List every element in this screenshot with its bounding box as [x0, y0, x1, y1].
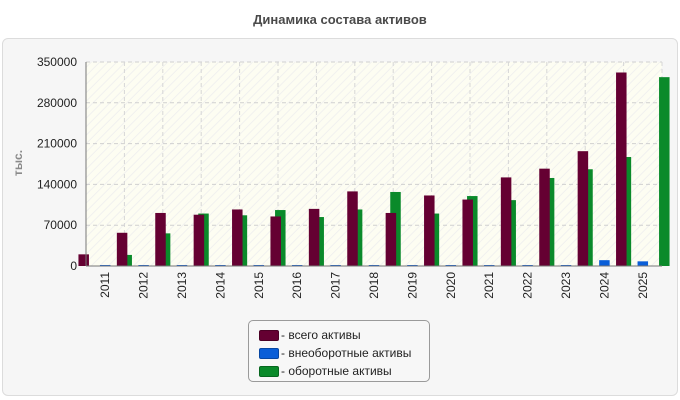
bar-noncurrent-2025 — [637, 261, 649, 266]
x-tick-label: 2012 — [137, 272, 151, 299]
legend-item: - всего активы — [259, 326, 429, 344]
bar-total-2020 — [424, 195, 435, 266]
x-tick-label: 2024 — [597, 272, 611, 299]
x-tick-label: 2017 — [329, 272, 343, 299]
x-tick-label: 2013 — [175, 272, 189, 299]
bar-total-2013 — [155, 212, 166, 266]
legend: - всего активы - внеоборотные активы - обо… — [248, 320, 430, 382]
bar-total-2019 — [385, 212, 397, 266]
bar-total-2018 — [347, 191, 358, 266]
x-tick-label: 2011 — [98, 272, 112, 298]
x-tick-label: 2016 — [290, 272, 304, 299]
legend-label: - оборотные активы — [281, 364, 392, 378]
legend-label: - внеоборотные активы — [281, 346, 412, 360]
x-tick-label: 2019 — [405, 272, 419, 299]
y-tick-label: 350000 — [37, 55, 77, 69]
y-tick-labels: 0 70000 140000 210000 280000 350000 — [37, 55, 77, 273]
bar-total-2017 — [308, 208, 320, 266]
y-tick-label: 210000 — [37, 137, 77, 151]
bar-total-2021 — [462, 199, 473, 266]
plot-background — [86, 62, 662, 266]
bar-total-2011 — [78, 254, 89, 266]
x-tick-label: 2023 — [559, 272, 573, 299]
x-tick-labels: 2011 2012 2013 2014 2015 2016 2017 2018 2019 2020… — [98, 272, 650, 299]
y-tick-label: 280000 — [37, 96, 77, 110]
legend-swatch — [259, 347, 279, 359]
bar-current-2025 — [659, 77, 670, 266]
legend-item: - оборотные активы — [259, 362, 429, 380]
bar-total-2022 — [500, 177, 512, 266]
bar-total-2024 — [577, 151, 589, 266]
y-tick-label: 70000 — [44, 218, 78, 232]
y-tick-label: 0 — [70, 259, 77, 273]
y-axis-label: тыс. — [11, 150, 25, 176]
x-tick-label: 2015 — [252, 272, 266, 299]
x-tick-label: 2014 — [213, 272, 227, 299]
axes — [85, 62, 662, 267]
bar-noncurrent-2024 — [599, 260, 610, 266]
bars — [78, 72, 670, 267]
legend-swatch — [259, 329, 279, 341]
chart-title: Динамика состава активов — [253, 12, 427, 27]
bar-total-2014 — [193, 214, 205, 266]
y-tick-label: 140000 — [37, 177, 77, 191]
x-tick-label: 2020 — [444, 272, 458, 299]
legend-label: - всего активы — [281, 328, 361, 342]
legend-swatch — [259, 365, 279, 377]
x-tick-label: 2022 — [521, 272, 535, 299]
bar-total-2025 — [616, 72, 627, 267]
legend-item: - внеоборотные активы — [259, 344, 429, 362]
bar-total-2015 — [232, 209, 243, 266]
x-tick-label: 2018 — [367, 272, 381, 299]
bar-total-2016 — [270, 216, 281, 266]
x-tick-label: 2025 — [636, 272, 650, 299]
bar-total-2023 — [539, 168, 550, 266]
x-tick-label: 2021 — [482, 272, 496, 299]
bar-total-2012 — [116, 232, 128, 266]
